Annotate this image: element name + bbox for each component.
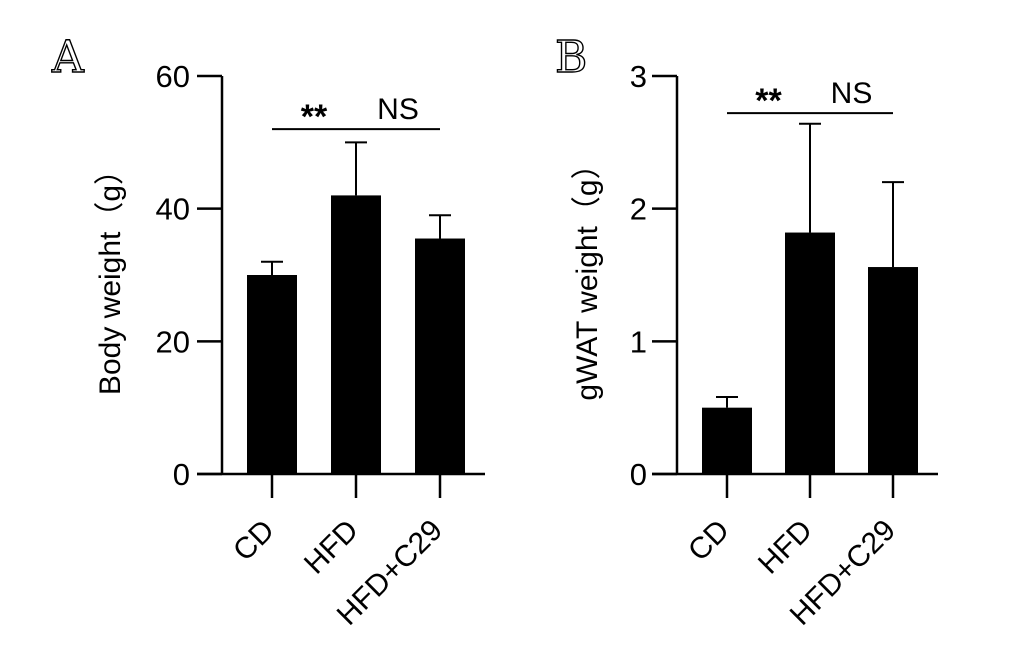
panel-b-significance-label: **: [755, 82, 782, 120]
panel-a-category-label: HFD: [298, 514, 365, 581]
panel-b-bar-hfd-c29: [868, 267, 918, 474]
panel-a-letter: A: [51, 32, 85, 83]
panel-b-y-axis-title: gWAT weight（g）: [571, 149, 604, 400]
panel-a-y-tick-label: 40: [156, 192, 190, 227]
panel-b-bar-cd: [702, 407, 752, 474]
panel-a-y-tick-label: 0: [173, 457, 190, 492]
panel-a-significance-label: NS: [377, 93, 419, 126]
panel-a-bar-hfd-c29: [415, 238, 465, 474]
panel-a-significance-label: **: [301, 98, 328, 136]
panel-b-letter: B: [555, 32, 587, 83]
panel-a-y-axis-title: Body weight（g）: [94, 155, 127, 395]
panel-b-significance-label: NS: [831, 77, 873, 110]
panel-b-category-label: CD: [682, 514, 736, 568]
panel-b-y-tick-label: 1: [630, 324, 647, 359]
panel-b-y-tick-label: 3: [630, 59, 647, 94]
panel-a-bar-cd: [247, 275, 297, 474]
panel-a-y-tick-label: 20: [156, 324, 190, 359]
panel-a-y-tick-label: 60: [156, 59, 190, 94]
panel-a-category-label: CD: [227, 514, 281, 568]
panel-b-y-tick-label: 2: [630, 192, 647, 227]
panel-b-y-tick-label: 0: [630, 457, 647, 492]
panel-a-bar-hfd: [331, 195, 381, 474]
panel-b-bar-hfd: [785, 232, 835, 474]
panel-b-category-label: HFD: [752, 514, 819, 581]
